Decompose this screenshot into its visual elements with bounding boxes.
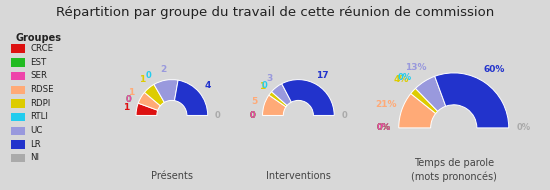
Text: UC: UC [31,126,43,135]
Bar [11,86,25,94]
Text: 0%: 0% [376,123,390,132]
Bar [11,44,25,53]
Text: 0%: 0% [398,73,412,82]
Text: RTLI: RTLI [31,112,48,121]
Text: 2: 2 [161,65,167,74]
Wedge shape [154,80,178,102]
Text: 0%: 0% [517,123,531,132]
Text: 1: 1 [123,103,129,112]
Text: 17: 17 [316,71,329,80]
Text: 1: 1 [139,75,145,84]
Text: 0: 0 [146,71,152,80]
Text: 0: 0 [250,111,255,120]
Text: 0: 0 [126,95,131,104]
Text: 1: 1 [258,82,265,91]
Text: NI: NI [31,153,40,162]
Wedge shape [136,103,158,116]
Text: EST: EST [31,58,47,67]
Bar [11,99,25,108]
Text: 13%: 13% [405,63,426,72]
Wedge shape [272,84,292,105]
Text: Groupes: Groupes [15,33,61,43]
Text: 60%: 60% [484,65,505,74]
Text: Interventions: Interventions [266,171,331,181]
Text: RDSE: RDSE [31,85,54,94]
Wedge shape [262,95,286,116]
Wedge shape [174,80,208,116]
Text: SER: SER [31,71,47,80]
Text: 21%: 21% [376,100,397,109]
Text: 0: 0 [250,111,255,120]
Text: 0: 0 [126,95,131,104]
Text: 4%: 4% [393,75,409,84]
Bar [11,58,25,67]
Bar [11,72,25,80]
Text: 1: 1 [128,88,135,97]
Wedge shape [138,92,161,110]
Bar [11,140,25,149]
Wedge shape [434,73,509,128]
Text: 0: 0 [215,111,221,120]
Text: LR: LR [31,140,41,149]
Bar [11,154,25,162]
Text: 4: 4 [205,81,211,90]
Wedge shape [282,80,334,116]
Wedge shape [415,76,446,111]
Text: Répartition par groupe du travail de cette réunion de commission: Répartition par groupe du travail de cet… [56,6,494,19]
Text: 0: 0 [342,111,347,120]
Text: 0: 0 [261,81,267,89]
Bar [11,113,25,121]
Wedge shape [269,92,287,107]
Text: 0: 0 [250,111,255,120]
Text: Temps de parole
(mots prononcés): Temps de parole (mots prononcés) [411,158,497,182]
Text: CRCE: CRCE [31,44,54,53]
Text: 3: 3 [267,74,273,83]
Wedge shape [145,84,164,106]
Text: 5: 5 [251,97,257,106]
Bar [11,127,25,135]
Wedge shape [399,94,436,128]
Text: Présents: Présents [151,171,193,181]
Text: 0%: 0% [376,123,390,132]
Text: 0%: 0% [376,123,390,132]
Wedge shape [411,88,438,113]
Text: RDPI: RDPI [31,99,51,108]
